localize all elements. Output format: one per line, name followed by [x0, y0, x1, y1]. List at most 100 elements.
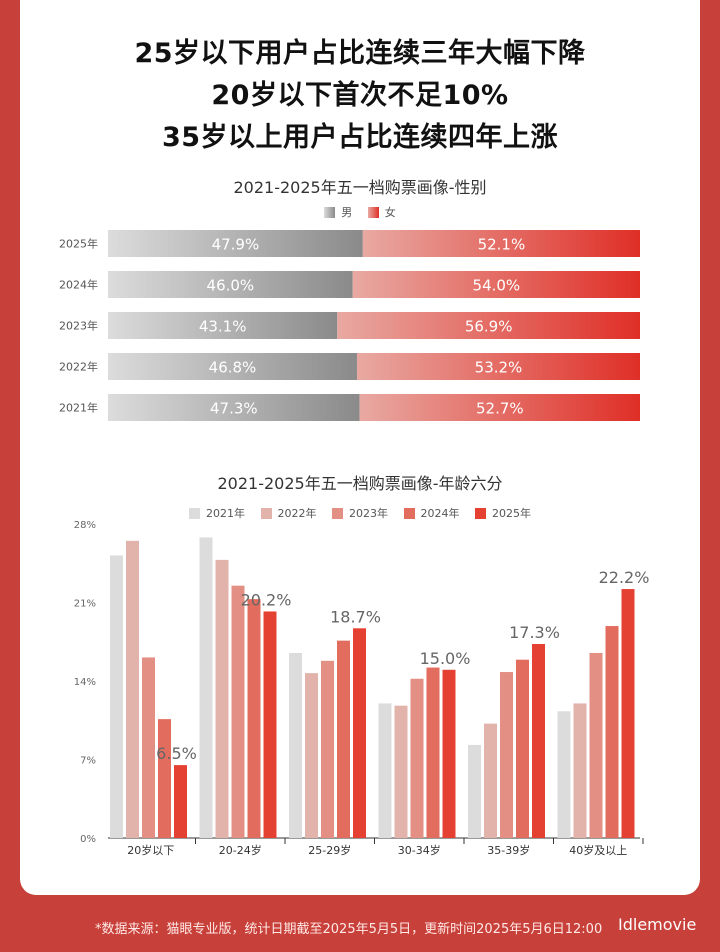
legend-male-swatch — [324, 206, 336, 218]
age-bar-2022年 — [305, 673, 318, 838]
bar-female — [337, 312, 640, 339]
age-bar-2021年 — [468, 744, 481, 838]
age-2025-value-label: 22.2% — [599, 568, 650, 587]
age-legend: 2021年 2022年 2023年 2024年 2025年 — [0, 505, 720, 522]
legend-male: 男 — [324, 204, 352, 220]
legend-male-label: 男 — [341, 206, 353, 219]
age-bar-2021年 — [289, 652, 302, 838]
male-value-label: 46.0% — [207, 277, 255, 295]
bar-female — [356, 353, 640, 380]
age-bar-2023年 — [321, 660, 334, 838]
age-bar-2021年 — [378, 703, 392, 838]
age-bar-2023年 — [500, 672, 513, 838]
legend-2022: 2022年 — [260, 505, 317, 521]
legend-2025-swatch — [475, 507, 486, 519]
headline-3: 35岁以上用户占比连续四年上涨 — [161, 122, 559, 153]
age-bar-2022年 — [126, 540, 139, 838]
age-category-label: 25-29岁 — [308, 843, 351, 857]
age-bar-2024年 — [605, 626, 619, 838]
age-bar-2022年 — [394, 705, 408, 838]
y-tick-label: 7% — [80, 756, 96, 767]
bar-female — [359, 394, 640, 421]
age-bar-2025年 — [532, 643, 545, 838]
age-bar-2025年 — [621, 589, 635, 838]
gender-legend: 男 女 — [0, 204, 720, 221]
legend-2023-label: 2023年 — [349, 507, 388, 520]
y-tick-label: 21% — [74, 599, 96, 610]
legend-2021-label: 2021年 — [206, 507, 245, 520]
age-bar-2025年 — [174, 765, 187, 838]
watermark: Idlemovie — [618, 915, 697, 934]
legend-2022-label: 2022年 — [277, 507, 317, 520]
age-bar-2023年 — [589, 652, 603, 838]
age-category-label: 30-34岁 — [398, 843, 441, 857]
legend-2024-swatch — [403, 507, 415, 519]
bar-female — [362, 230, 640, 257]
gender-year-label: 2023年 — [59, 319, 98, 333]
age-2025-value-label: 15.0% — [420, 649, 471, 668]
female-value-label: 52.7% — [476, 400, 524, 418]
legend-2024: 2024年 — [403, 505, 460, 521]
headline-1: 25岁以下用户占比连续三年大幅下降 — [134, 38, 586, 69]
age-2025-value-label: 20.2% — [241, 590, 292, 609]
age-bar-2024年 — [158, 719, 171, 838]
age-2025-value-label: 18.7% — [330, 607, 381, 626]
y-tick-label: 14% — [74, 677, 96, 688]
gender-chart-title: 2021-2025年五一档购票画像-性别 — [233, 178, 487, 197]
bar-male — [108, 271, 353, 298]
female-value-label: 52.1% — [478, 236, 526, 254]
legend-2025: 2025年 — [475, 505, 531, 521]
age-bar-2023年 — [231, 585, 245, 838]
bar-male — [108, 312, 338, 339]
bar-female — [352, 271, 640, 298]
female-value-label: 53.2% — [475, 359, 523, 377]
age-2025-value-label: 6.5% — [156, 744, 197, 763]
age-category-label: 20-24岁 — [219, 843, 262, 857]
legend-female-label: 女 — [384, 206, 396, 219]
gender-year-label: 2025年 — [59, 237, 98, 251]
headline-2: 20岁以下首次不足10% — [211, 80, 509, 111]
legend-2023-swatch — [332, 507, 343, 519]
y-tick-label: 0% — [80, 834, 96, 845]
age-bar-2024年 — [247, 599, 261, 838]
legend-2025-label: 2025年 — [492, 507, 531, 520]
legend-2023: 2023年 — [332, 505, 388, 521]
age-bar-2022年 — [484, 723, 497, 838]
female-value-label: 54.0% — [473, 277, 521, 295]
age-bar-2021年 — [199, 537, 213, 838]
age-bar-2021年 — [110, 555, 123, 838]
bar-male — [108, 230, 363, 257]
age-bar-2024年 — [516, 659, 529, 838]
gender-year-label: 2021年 — [59, 401, 98, 415]
age-bar-2025年 — [353, 628, 366, 838]
bar-male — [108, 353, 357, 380]
age-chart: 0% 7% 14% 21% 28% 6.5% 20岁以下 20.2% 20-24岁 18.7% 25… — [74, 520, 650, 857]
age-bar-2023年 — [142, 657, 155, 838]
gender-chart: 2025年 47.9% 52.1% 2024年 46.0% 54.0% 2023年 43.1%… — [59, 230, 640, 421]
data-source-footer: *数据来源：猫眼专业版，统计日期截至2025年5月5日，更新时间2025年5月6… — [95, 922, 603, 937]
age-bar-2023年 — [410, 678, 424, 838]
age-bar-2025年 — [442, 669, 456, 838]
male-value-label: 43.1% — [199, 318, 247, 336]
age-bar-2025年 — [263, 611, 277, 838]
legend-2024-label: 2024年 — [420, 507, 460, 520]
legend-2022-swatch — [260, 507, 272, 519]
legend-2021: 2021年 — [189, 505, 245, 521]
y-tick-label: 28% — [74, 520, 96, 531]
age-bar-2021年 — [557, 711, 571, 838]
legend-2021-swatch — [189, 507, 200, 519]
gender-year-label: 2022年 — [59, 360, 98, 374]
bar-male — [108, 394, 360, 421]
age-category-label: 40岁及以上 — [569, 843, 627, 857]
age-bar-2024年 — [426, 667, 440, 838]
age-chart-title: 2021-2025年五一档购票画像-年龄六分 — [217, 474, 503, 493]
legend-female-swatch — [367, 206, 379, 218]
male-value-label: 47.9% — [212, 236, 260, 254]
female-value-label: 56.9% — [465, 318, 513, 336]
gender-year-label: 2024年 — [59, 278, 98, 292]
age-2025-value-label: 17.3% — [509, 623, 560, 642]
age-bar-2022年 — [215, 559, 229, 838]
male-value-label: 47.3% — [210, 400, 258, 418]
age-category-label: 20岁以下 — [127, 843, 174, 857]
